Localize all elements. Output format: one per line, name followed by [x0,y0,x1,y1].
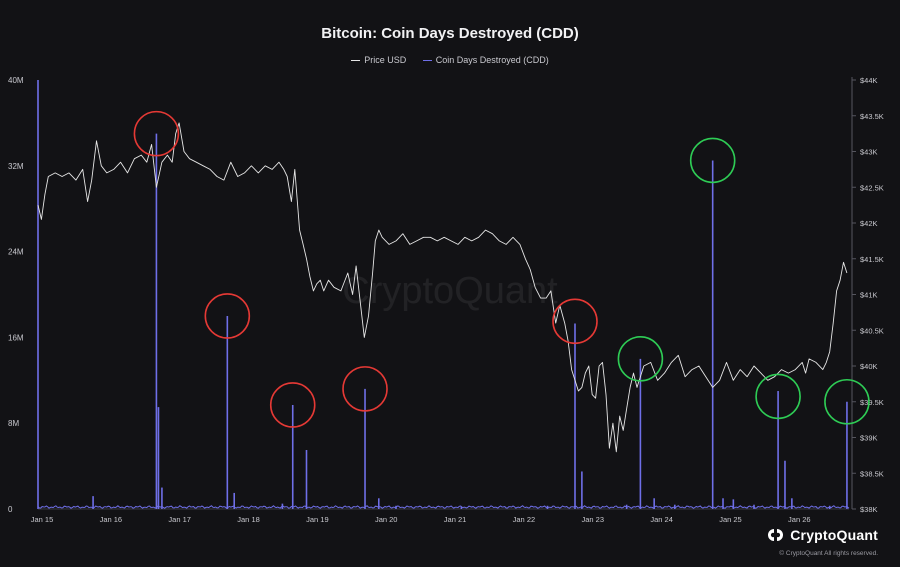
green-annotation-circle [824,378,870,425]
x-tick-label: Jan 15 [31,515,54,524]
y-left-tick-label: 24M [8,248,24,257]
y-left-tick-label: 8M [8,419,19,428]
y-right-tick-label: $43.5K [860,112,884,121]
y-left-tick-label: 40M [8,76,24,85]
cryptoquant-logo-icon [768,529,784,541]
price-line [37,122,848,453]
brand-name: CryptoQuant [790,527,878,543]
x-tick-label: Jan 16 [100,515,123,524]
red-annotation-circle [342,366,388,412]
legend-swatch-cdd [422,60,432,62]
green-annotation-circle [689,137,736,184]
y-right-tick-label: $42K [860,219,878,228]
axis-layer: 0 8M 16M 24M 32M 40M $38K $38.5K $39K $39.5K $40K $… [8,76,884,524]
x-tick-label: Jan 18 [237,515,260,524]
y-left-tick-label: 32M [8,162,24,171]
y-right-tick-label: $41.5K [860,255,884,264]
x-tick-label: Jan 23 [581,515,604,524]
y-right-tick-label: $40.5K [860,326,884,335]
y-right-tick-label: $39.5K [860,398,884,407]
cdd-baseline-line [37,505,850,509]
y-right-tick-label: $38K [860,505,878,514]
watermark-layer: CryptoQuant [342,270,558,312]
cdd-series-layer [37,80,850,509]
x-tick-label: Jan 22 [513,515,536,524]
legend-label-cdd: Coin Days Destroyed (CDD) [435,55,549,65]
x-tick-label: Jan 21 [444,515,467,524]
red-annotation-circle [269,382,316,428]
red-annotation-circle [204,293,251,339]
x-tick-label: Jan 20 [375,515,398,524]
y-right-tick-label: $42.5K [860,183,884,192]
legend-swatch-price [351,60,361,62]
y-right-tick-label: $40K [860,362,878,371]
legend-item-cdd[interactable]: Coin Days Destroyed (CDD) [422,55,549,65]
x-tick-label: Jan 26 [788,515,811,524]
legend-item-price[interactable]: Price USD [351,55,406,65]
price-series-layer [37,122,848,453]
y-right-tick-label: $38.5K [860,469,884,478]
y-right-tick-label: $41K [860,291,878,300]
x-tick-label: Jan 17 [168,515,191,524]
annotation-layer [133,110,870,428]
red-annotation-circle [552,298,598,345]
watermark-text: CryptoQuant [342,270,558,312]
y-right-tick-label: $44K [860,76,878,85]
green-annotation-circle [617,336,664,382]
x-tick-label: Jan 25 [719,515,742,524]
x-tick-label: Jan 19 [306,515,329,524]
chart-title: Bitcoin: Coin Days Destroyed (CDD) [321,25,579,42]
green-annotation-circle [755,373,801,420]
y-left-tick-label: 0 [8,505,13,514]
brand-logo-block: CryptoQuant [766,527,878,543]
red-annotation-circle [133,110,180,157]
x-tick-label: Jan 24 [650,515,673,524]
y-right-tick-label: $39K [860,434,878,443]
chart-legend: Price USD Coin Days Destroyed (CDD) [0,55,900,65]
copyright-text: © CryptoQuant All rights reserved. [779,550,878,557]
y-left-tick-label: 16M [8,333,24,342]
legend-label-price: Price USD [364,55,407,65]
y-right-tick-label: $43K [860,148,878,157]
